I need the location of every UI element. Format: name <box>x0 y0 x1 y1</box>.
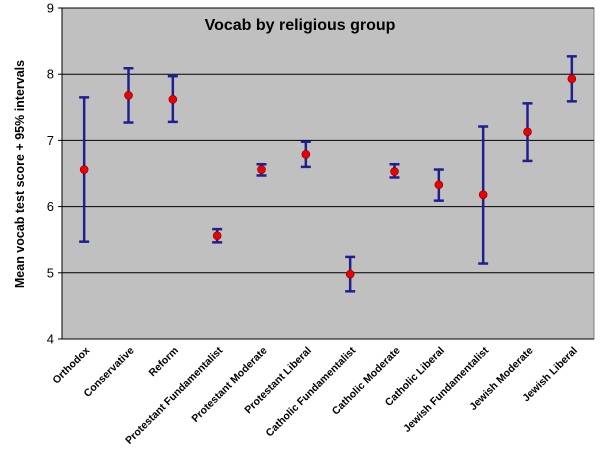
data-point <box>567 74 577 84</box>
y-axis-ticks: 4 5 6 7 8 9 <box>47 1 594 347</box>
data-point <box>478 190 488 199</box>
points <box>79 74 577 279</box>
y-tick-label: 4 <box>47 332 54 347</box>
y-axis-label: Mean vocab test score + 95% intervals <box>13 60 27 288</box>
chart-title: Vocab by religious group <box>205 17 396 34</box>
y-tick-label: 9 <box>47 1 54 16</box>
y-tick-label: 6 <box>47 199 54 214</box>
data-point <box>168 95 178 104</box>
data-point <box>434 180 444 190</box>
data-point <box>212 231 222 241</box>
y-tick-label: 8 <box>47 67 54 82</box>
data-point <box>257 165 266 174</box>
data-point <box>301 150 311 159</box>
plot-area <box>61 7 595 340</box>
data-point <box>390 167 399 176</box>
data-point <box>124 91 133 100</box>
data-point <box>523 127 532 137</box>
y-tick-label: 7 <box>47 133 54 148</box>
data-point <box>79 165 89 174</box>
y-tick-label: 5 <box>47 265 54 280</box>
data-point <box>345 269 355 279</box>
